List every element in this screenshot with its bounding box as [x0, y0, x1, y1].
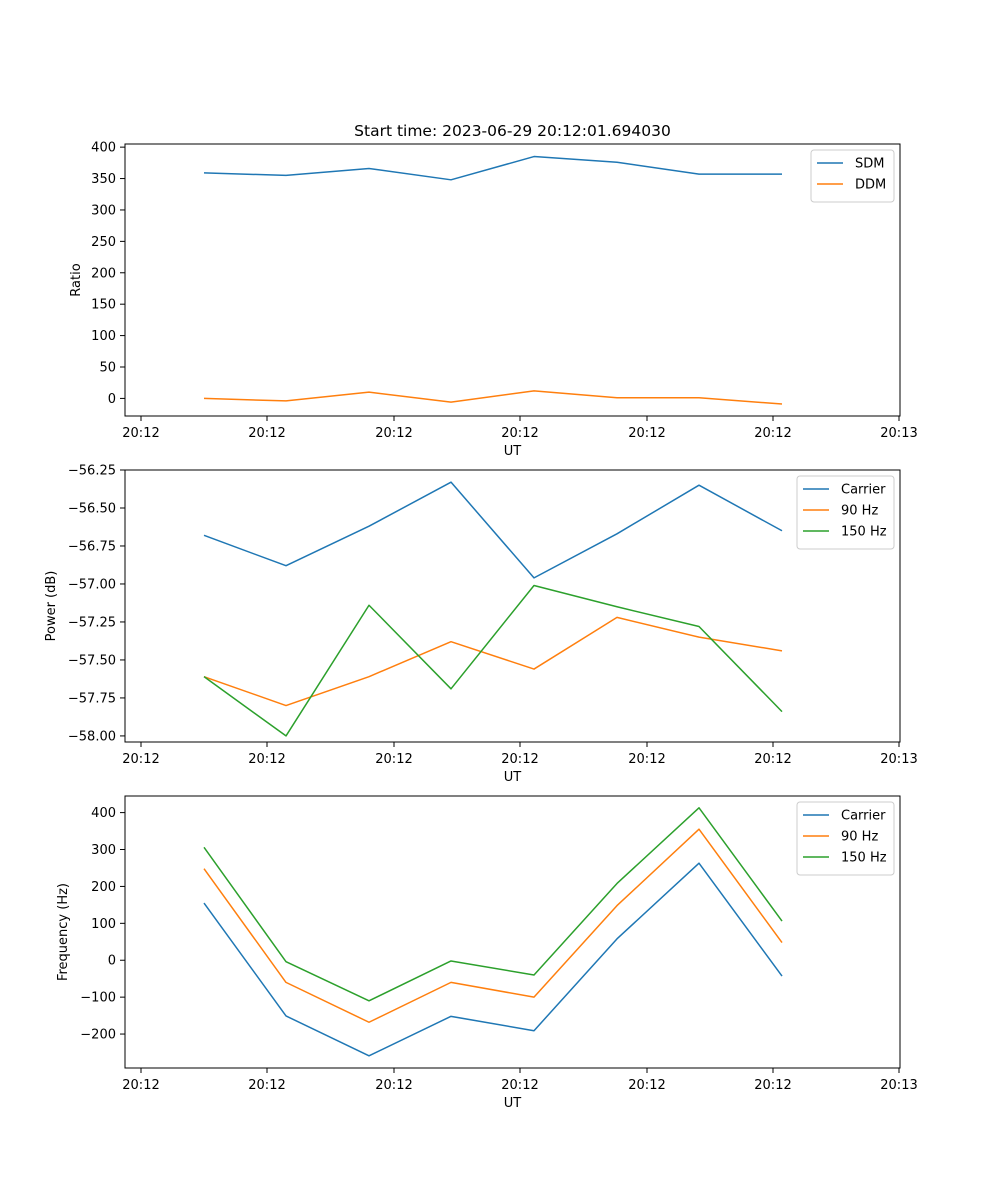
legend-label: SDM — [855, 157, 884, 172]
y-tick-label: 200 — [91, 266, 116, 281]
legend-label: 150 Hz — [841, 851, 887, 866]
legend: Carrier 90 Hz 150 Hz — [796, 801, 895, 876]
x-tick-label: 20:12 — [248, 752, 285, 767]
series-line-90-hz — [203, 828, 783, 1023]
series-line-90-hz — [203, 616, 783, 707]
y-axis-label: Frequency (Hz) — [56, 883, 71, 981]
y-tick-label: 50 — [99, 361, 116, 376]
series-line-150-hz — [203, 584, 783, 737]
x-tick-label: 20:12 — [122, 1078, 159, 1093]
x-tick-label: 20:12 — [754, 752, 791, 767]
series-line-150-hz — [203, 807, 783, 1002]
x-tick-label: 20:13 — [880, 752, 917, 767]
x-tick-label: 20:13 — [880, 1078, 917, 1093]
x-tick-label: 20:12 — [501, 1078, 538, 1093]
y-tick-label: 0 — [108, 954, 116, 969]
axes-frame — [124, 143, 901, 417]
y-tick-label: 350 — [91, 172, 116, 187]
x-tick-label: 20:12 — [628, 426, 665, 441]
y-tick-label: 300 — [91, 203, 116, 218]
x-axis-label: UT — [504, 770, 522, 785]
y-tick-label: 150 — [91, 298, 116, 313]
y-tick-label: 200 — [91, 880, 116, 895]
x-tick-label: 20:12 — [248, 1078, 285, 1093]
x-tick-label: 20:12 — [248, 426, 285, 441]
axes-frame — [124, 469, 901, 743]
x-tick-label: 20:12 — [754, 1078, 791, 1093]
y-tick-label: −57.75 — [68, 691, 116, 706]
y-tick-label: 100 — [91, 329, 116, 344]
series-line-ddm — [203, 390, 783, 405]
y-tick-label: 300 — [91, 843, 116, 858]
x-tick-label: 20:12 — [754, 426, 791, 441]
legend-label: Carrier — [841, 483, 886, 498]
x-tick-label: 20:12 — [122, 752, 159, 767]
panel-3: 20:12 20:12 20:12 20:12 20:12 20:12 20:13 UT −20… — [56, 795, 918, 1111]
x-tick-label: 20:12 — [375, 1078, 412, 1093]
y-axis-label: Power (dB) — [44, 571, 59, 642]
legend: Carrier 90 Hz 150 Hz — [796, 475, 895, 550]
x-tick-label: 20:12 — [122, 426, 159, 441]
x-tick-label: 20:13 — [880, 426, 917, 441]
x-tick-label: 20:12 — [375, 426, 412, 441]
y-tick-label: 400 — [91, 806, 116, 821]
y-tick-label: 0 — [108, 392, 116, 407]
x-tick-label: 20:12 — [501, 426, 538, 441]
x-tick-label: 20:12 — [375, 752, 412, 767]
y-tick-label: −58.00 — [68, 729, 116, 744]
y-tick-label: −100 — [80, 991, 116, 1006]
y-tick-label: −57.50 — [68, 653, 116, 668]
x-axis-label: UT — [504, 1096, 522, 1111]
y-tick-label: −200 — [80, 1028, 116, 1043]
panel-1: 20:12 20:12 20:12 20:12 20:12 20:12 20:13 UT 0 50… — [69, 141, 918, 459]
y-axis-label: Ratio — [69, 263, 84, 296]
x-tick-label: 20:12 — [501, 752, 538, 767]
legend-label: 90 Hz — [841, 830, 878, 845]
chart-title: Start time: 2023-06-29 20:12:01.694030 — [354, 122, 671, 140]
legend-label: 150 Hz — [841, 525, 887, 540]
legend: SDM DDM — [810, 149, 895, 203]
axes-frame — [124, 795, 901, 1069]
y-tick-label: −57.00 — [68, 577, 116, 592]
y-tick-label: 250 — [91, 235, 116, 250]
y-tick-label: −56.50 — [68, 501, 116, 516]
x-tick-label: 20:12 — [628, 1078, 665, 1093]
y-tick-label: −56.75 — [68, 539, 116, 554]
legend-label: DDM — [855, 178, 886, 193]
series-line-carrier — [203, 481, 783, 579]
series-line-carrier — [203, 862, 783, 1057]
panel-2: 20:12 20:12 20:12 20:12 20:12 20:12 20:13 UT −58… — [44, 464, 918, 786]
legend-label: Carrier — [841, 809, 886, 824]
y-tick-label: −56.25 — [68, 464, 116, 479]
x-tick-label: 20:12 — [628, 752, 665, 767]
x-axis-label: UT — [504, 444, 522, 459]
y-tick-label: 400 — [91, 141, 116, 156]
legend-label: 90 Hz — [841, 504, 878, 519]
series-line-sdm — [203, 155, 782, 181]
y-tick-label: 100 — [91, 917, 116, 932]
y-tick-label: −57.25 — [68, 615, 116, 630]
